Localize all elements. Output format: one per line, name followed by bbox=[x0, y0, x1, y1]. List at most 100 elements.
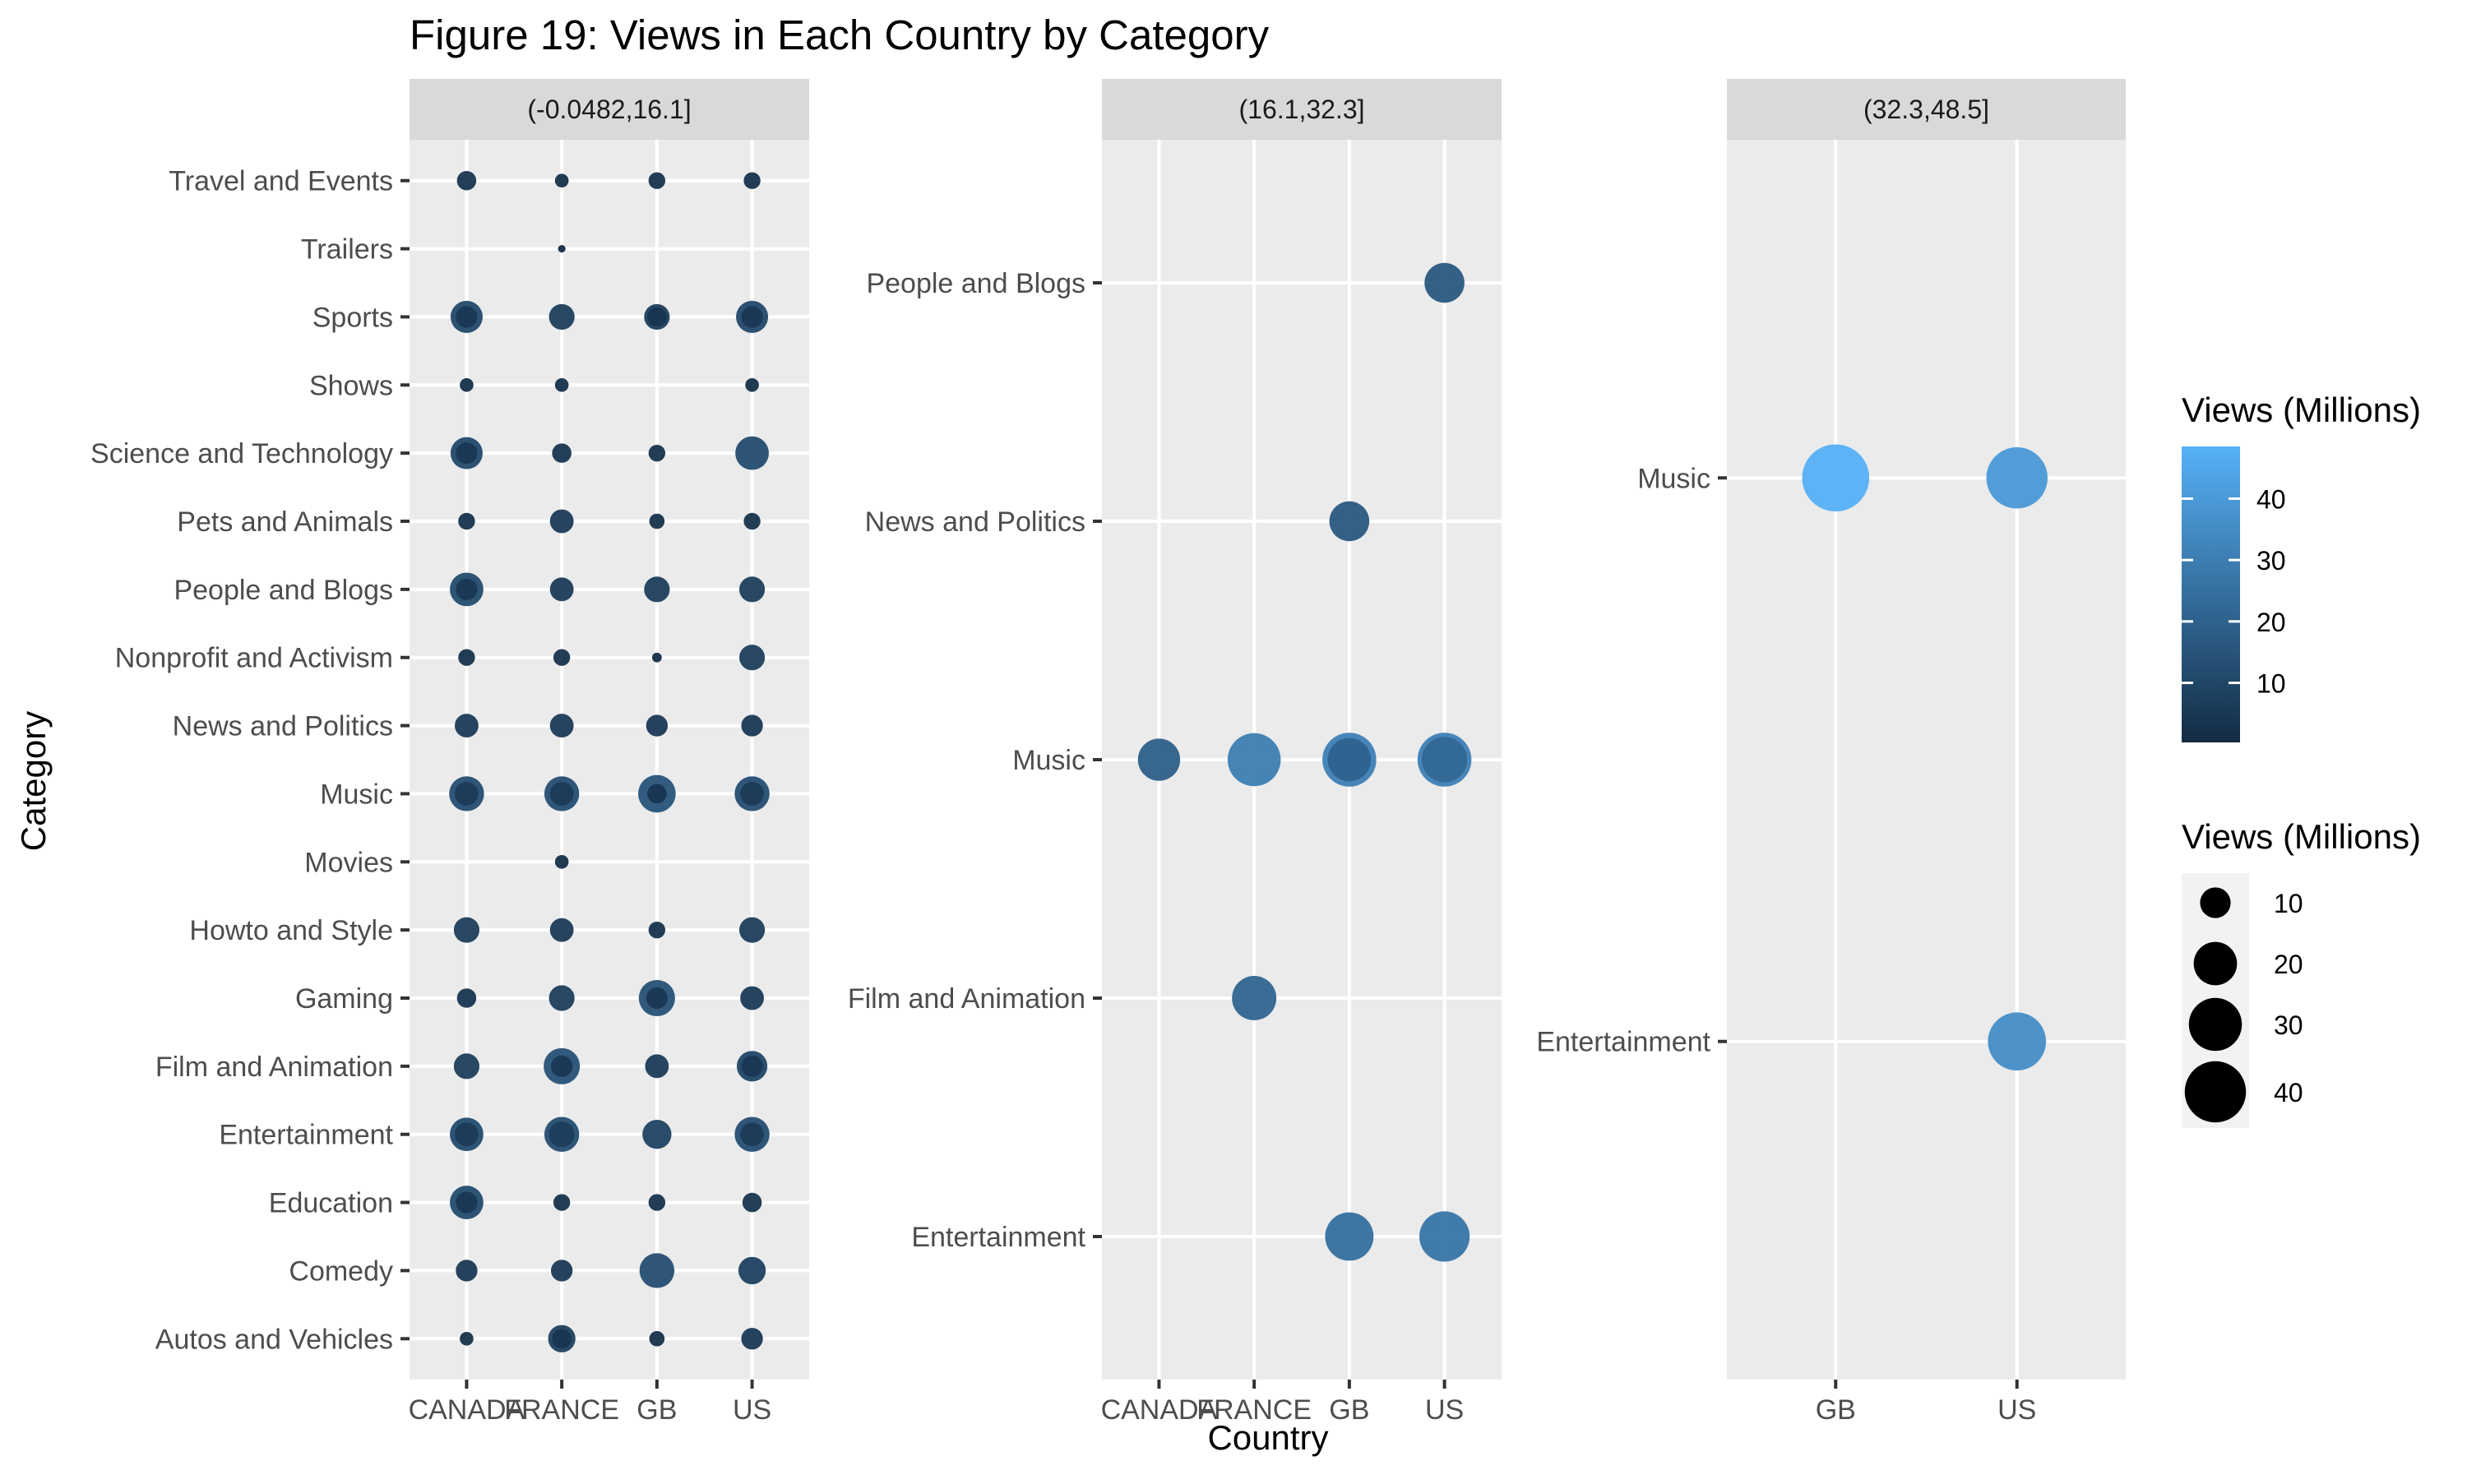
x-tick-label: GB bbox=[636, 1394, 677, 1426]
data-point bbox=[740, 1122, 764, 1147]
data-point bbox=[455, 1122, 479, 1147]
y-axis-label: Category bbox=[14, 711, 53, 851]
data-point bbox=[554, 173, 569, 188]
data-point bbox=[550, 1260, 573, 1282]
y-tick-label: Shows bbox=[309, 370, 393, 401]
data-point bbox=[456, 1191, 478, 1214]
legend: Views (Millions) 10 20 30 40 Views (Millions)… bbox=[2182, 391, 2421, 1128]
size-legend-key bbox=[2200, 887, 2231, 918]
data-point bbox=[456, 578, 478, 601]
y-tick-label: Trailers bbox=[301, 234, 393, 266]
x-tick-label: FRANCE bbox=[504, 1394, 619, 1426]
data-point bbox=[647, 307, 667, 327]
data-point bbox=[648, 921, 666, 939]
y-tick-label: Howto and Style bbox=[189, 915, 393, 946]
y-tick-label: Science and Technology bbox=[90, 438, 393, 469]
data-point bbox=[1137, 738, 1181, 781]
data-point bbox=[549, 509, 574, 534]
data-point bbox=[738, 1256, 766, 1285]
y-tick-label: Education bbox=[269, 1188, 393, 1219]
x-tick-label: CANADA bbox=[1101, 1394, 1218, 1426]
data-point bbox=[745, 377, 759, 392]
size-legend-label: 20 bbox=[2274, 950, 2303, 979]
data-point bbox=[648, 1194, 666, 1211]
data-point bbox=[1802, 444, 1870, 512]
data-point bbox=[742, 1192, 762, 1213]
data-point bbox=[554, 854, 569, 869]
data-point bbox=[649, 513, 665, 529]
data-point bbox=[456, 442, 478, 465]
plot-panel-background bbox=[410, 140, 809, 1380]
data-point bbox=[644, 576, 670, 603]
data-point bbox=[738, 645, 766, 671]
data-point bbox=[648, 444, 666, 462]
data-point bbox=[549, 714, 574, 737]
data-point bbox=[456, 170, 477, 191]
data-point bbox=[460, 377, 474, 392]
y-tick-label: Film and Animation bbox=[848, 983, 1085, 1015]
data-point bbox=[453, 1053, 480, 1079]
facet-strip-label: (-0.0482,16.1] bbox=[527, 95, 691, 124]
data-point bbox=[552, 443, 572, 463]
facet-strip-label: (16.1,32.3] bbox=[1239, 95, 1365, 124]
data-point bbox=[453, 917, 480, 943]
data-point bbox=[740, 986, 764, 1010]
data-point bbox=[646, 987, 669, 1010]
y-tick-label: People and Blogs bbox=[866, 268, 1085, 299]
y-tick-label: People and Blogs bbox=[174, 575, 393, 606]
y-tick-label: Gaming bbox=[295, 983, 393, 1015]
data-point bbox=[1232, 976, 1277, 1020]
data-point bbox=[740, 782, 764, 806]
data-point bbox=[549, 782, 574, 806]
data-point bbox=[741, 714, 763, 737]
data-point bbox=[1227, 733, 1281, 787]
facet-strip bbox=[1727, 79, 2126, 140]
x-tick-label: GB bbox=[1329, 1394, 1369, 1426]
data-point bbox=[553, 1194, 571, 1211]
y-tick-label: Travel and Events bbox=[169, 166, 393, 197]
y-tick-label: Entertainment bbox=[1536, 1027, 1710, 1058]
data-point bbox=[460, 1331, 474, 1346]
facet-strip bbox=[410, 79, 809, 140]
y-tick-label: Autos and Vehicles bbox=[155, 1324, 393, 1355]
data-point bbox=[646, 714, 669, 737]
y-tick-label: News and Politics bbox=[865, 506, 1085, 538]
y-tick-label: Movies bbox=[304, 847, 393, 878]
colorbar bbox=[2182, 446, 2240, 742]
chart-title: Figure 19: Views in Each Country by Cate… bbox=[410, 12, 1270, 58]
data-point bbox=[741, 306, 763, 328]
x-tick-label: US bbox=[1997, 1394, 2036, 1426]
color-legend-title: Views (Millions) bbox=[2182, 391, 2421, 429]
data-point bbox=[1988, 1012, 2047, 1071]
data-point bbox=[550, 1055, 573, 1078]
facet-panel: (32.3,48.5] Entertainment Music GB US bbox=[1536, 79, 2126, 1426]
data-point bbox=[549, 577, 574, 602]
size-legend-label: 40 bbox=[2274, 1078, 2303, 1107]
y-tick-label: Comedy bbox=[289, 1255, 393, 1287]
data-point bbox=[1424, 262, 1465, 303]
colorbar-tick-label: 30 bbox=[2256, 546, 2286, 576]
data-point bbox=[738, 917, 766, 943]
data-point bbox=[738, 576, 766, 603]
data-point bbox=[743, 172, 761, 189]
y-tick-label: Nonprofit and Activism bbox=[115, 643, 393, 674]
data-point bbox=[743, 512, 761, 530]
x-tick-label: US bbox=[1425, 1394, 1464, 1426]
size-legend-key bbox=[2193, 941, 2238, 986]
facet-panel: (-0.0482,16.1] Autos and Vehicles Comedy Ed… bbox=[90, 79, 809, 1426]
data-point bbox=[549, 918, 574, 942]
data-point bbox=[1986, 447, 2048, 509]
data-point bbox=[647, 784, 667, 804]
x-axis-label: Country bbox=[1207, 1418, 1328, 1457]
facet-strip-label: (32.3,48.5] bbox=[1863, 95, 1989, 124]
y-tick-label: Sports bbox=[312, 302, 393, 333]
data-point bbox=[1329, 501, 1370, 542]
colorbar-tick-label: 20 bbox=[2256, 608, 2286, 637]
x-tick-label: US bbox=[733, 1394, 771, 1426]
colorbar-tick-label: 10 bbox=[2256, 669, 2286, 699]
size-legend-title: Views (Millions) bbox=[2182, 817, 2421, 856]
data-point bbox=[1327, 737, 1372, 782]
data-point bbox=[741, 1328, 763, 1350]
data-point bbox=[456, 1260, 478, 1282]
